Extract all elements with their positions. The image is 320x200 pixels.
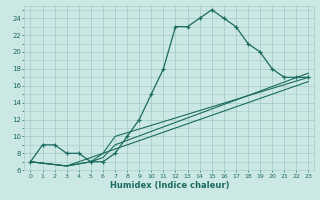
X-axis label: Humidex (Indice chaleur): Humidex (Indice chaleur) — [110, 181, 229, 190]
